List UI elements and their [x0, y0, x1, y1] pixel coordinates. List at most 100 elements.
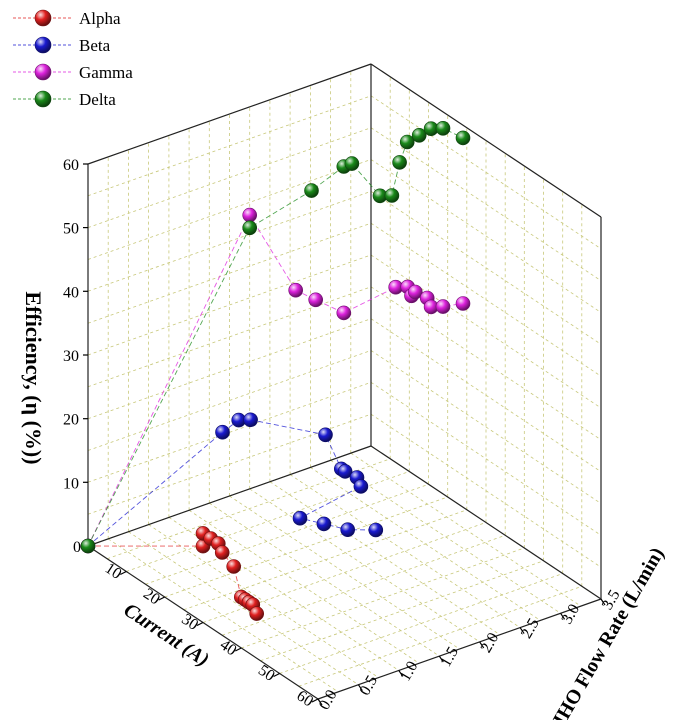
- data-point-gamma: [242, 207, 257, 223]
- floor-gridline: [148, 524, 379, 678]
- y-tick: [357, 684, 363, 692]
- floor-gridline: [310, 467, 541, 621]
- x-tick: [158, 596, 165, 601]
- left-wall-gridline: [87, 222, 372, 324]
- back-wall-gridline: [370, 190, 602, 345]
- data-point-alpha: [226, 559, 241, 574]
- floor-gridline: [241, 547, 525, 649]
- back-wall-gridline: [370, 254, 602, 409]
- z-tick-label: 30: [63, 348, 79, 365]
- z-tick-label: 60: [63, 157, 79, 174]
- floor-gridline: [260, 560, 544, 662]
- x-tick-label: 50: [255, 662, 278, 685]
- box-edge: [370, 445, 602, 600]
- data-point-beta: [215, 424, 230, 440]
- data-point-beta: [243, 412, 258, 428]
- back-wall-gridline: [370, 318, 602, 473]
- x-axis-title: Current (A): [120, 599, 213, 671]
- back-wall-gridline: [370, 350, 602, 504]
- back-wall-gridline: [370, 95, 602, 250]
- data-point-delta: [392, 155, 407, 170]
- legend-label-beta: Beta: [79, 36, 111, 55]
- x-tick: [196, 621, 204, 627]
- data-point-delta: [242, 220, 257, 236]
- y-tick: [438, 655, 444, 663]
- floor-gridline: [350, 452, 582, 607]
- data-point-beta: [353, 479, 369, 494]
- left-wall-gridline: [87, 190, 372, 292]
- y-tick: [560, 612, 566, 620]
- floor-gridline: [330, 459, 561, 614]
- data-point-gamma: [455, 296, 471, 311]
- floor-gridline: [229, 495, 460, 650]
- origin-tick-label: 0: [73, 539, 81, 556]
- data-point-delta: [304, 183, 319, 198]
- left-wall-gridline: [87, 350, 372, 451]
- data-point-gamma: [407, 284, 423, 300]
- legend-label-alpha: Alpha: [79, 9, 121, 28]
- x-tick: [235, 647, 242, 652]
- data-point-beta: [337, 464, 353, 479]
- z-axis-title: Efficiency, (η (%)): [21, 291, 46, 464]
- data-point-delta: [399, 134, 415, 150]
- left-wall-gridline: [87, 95, 372, 197]
- left-wall-gridline: [87, 318, 372, 420]
- floor-gridline: [209, 502, 440, 657]
- x-tick-label: 40: [217, 636, 240, 659]
- x-tick-label: 30: [178, 611, 201, 634]
- x-tick-label: 10: [102, 560, 125, 583]
- data-point-beta: [368, 522, 384, 538]
- y-tick-label: 2.0: [478, 630, 503, 656]
- y-tick-label: 3.0: [559, 601, 584, 627]
- series-line-gamma: [87, 214, 464, 547]
- back-wall-gridline: [370, 286, 602, 441]
- box-edge: [87, 63, 372, 165]
- box-edge: [370, 63, 602, 218]
- left-wall-gridline: [87, 286, 372, 388]
- x-tick: [273, 672, 280, 678]
- series-line-delta: [87, 127, 464, 547]
- x-tick-label: 20: [140, 585, 163, 608]
- floor-gridline: [289, 474, 521, 628]
- legend: Alpha Beta Gamma Delta: [13, 9, 133, 109]
- data-point-beta: [340, 522, 356, 538]
- data-point-delta: [344, 156, 360, 171]
- floor-gridline: [107, 538, 339, 693]
- data-point-delta: [435, 121, 451, 136]
- points-layer: [80, 121, 471, 621]
- back-wall-gridline: [370, 381, 602, 536]
- data-point-beta: [292, 510, 308, 526]
- grid-layer: [87, 63, 602, 700]
- y-tick: [600, 598, 606, 606]
- x-tick-label: 60: [293, 687, 316, 710]
- data-point-gamma: [288, 282, 304, 298]
- data-point-delta: [384, 188, 400, 203]
- y-tick: [317, 698, 323, 706]
- data-point-gamma: [435, 299, 451, 314]
- floor-gridline: [126, 471, 410, 572]
- data-point-delta: [411, 128, 427, 143]
- box-edge: [87, 445, 372, 547]
- y-tick-label: 0.5: [356, 673, 381, 699]
- y-axis-line: [317, 598, 602, 700]
- data-point-delta: [80, 538, 96, 554]
- floor-gridline: [249, 488, 480, 643]
- y-tick-label: 1.0: [397, 658, 422, 684]
- z-tick-label: 20: [63, 412, 79, 429]
- y-tick: [519, 627, 525, 634]
- floor-gridline: [188, 509, 420, 664]
- floor-gridline: [128, 531, 359, 686]
- legend-marker-beta: [34, 36, 52, 54]
- x-tick: [120, 570, 127, 576]
- left-wall-gridline: [87, 413, 372, 515]
- left-wall-gridline: [87, 159, 372, 260]
- floor-gridline: [222, 534, 506, 636]
- data-point-alpha: [214, 545, 230, 560]
- back-wall-gridline: [370, 127, 602, 282]
- legend-marker-delta: [34, 90, 52, 108]
- floor-gridline: [269, 481, 501, 636]
- y-tick-label: 1.5: [437, 644, 462, 670]
- z-tick-label: 50: [63, 221, 79, 238]
- left-wall-gridline: [87, 254, 372, 356]
- floor-gridline: [145, 483, 429, 585]
